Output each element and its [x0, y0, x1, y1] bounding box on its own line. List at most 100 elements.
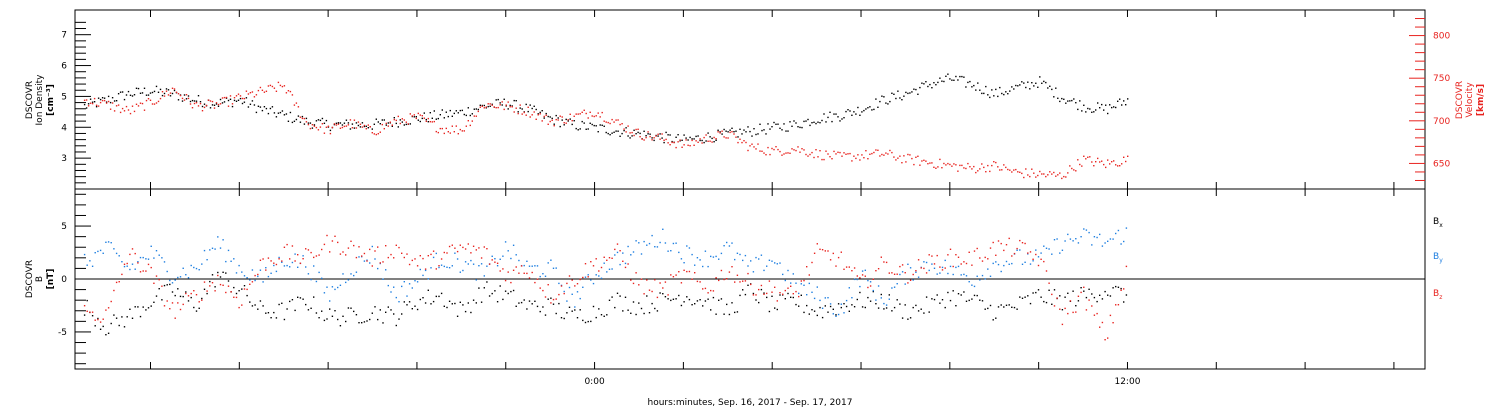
b-z-point — [371, 265, 373, 267]
velocity-point — [951, 165, 953, 167]
density-point — [441, 109, 443, 111]
b-x-point — [608, 299, 611, 301]
b-z-point — [550, 302, 552, 304]
velocity-point — [507, 101, 509, 103]
density-point — [913, 88, 915, 90]
velocity-point — [669, 144, 671, 146]
density-point — [95, 106, 98, 108]
density-point — [735, 130, 737, 132]
b-y-point — [206, 259, 208, 261]
b-x-point — [957, 293, 960, 295]
velocity-point — [1089, 156, 1091, 158]
b-x-point — [560, 317, 563, 319]
velocity-point — [901, 162, 903, 164]
b-x-point — [936, 294, 938, 296]
b-x-point — [1013, 306, 1016, 309]
density-point — [149, 92, 152, 94]
density-point — [583, 122, 585, 124]
b-z-point — [640, 278, 643, 280]
velocity-point — [441, 127, 443, 130]
density-point — [741, 133, 743, 135]
velocity-point — [411, 115, 413, 117]
b-x-point — [654, 307, 656, 310]
b-z-point — [555, 298, 557, 300]
b-x-point — [1117, 286, 1120, 288]
velocity-point — [319, 126, 322, 128]
velocity-point — [301, 117, 304, 120]
b-x-point — [342, 315, 344, 317]
density-point — [141, 92, 144, 94]
density-point — [93, 101, 96, 103]
density-point — [209, 107, 212, 109]
density-point — [191, 99, 194, 102]
b-y-point — [715, 255, 717, 258]
b-x-point — [630, 312, 632, 314]
b-z-point — [427, 255, 429, 257]
density-point — [1047, 87, 1049, 89]
velocity-point — [385, 122, 387, 125]
density-point — [251, 100, 254, 102]
b-x-point — [584, 321, 587, 324]
b-x-point — [699, 299, 701, 301]
velocity-point — [1119, 165, 1121, 167]
b-x-point — [145, 309, 147, 311]
velocity-point — [213, 107, 216, 109]
b-z-point — [432, 250, 435, 252]
b-x-point — [920, 308, 922, 310]
b-y-point — [1080, 236, 1082, 238]
velocity-point — [111, 102, 114, 104]
b-z-point — [941, 269, 944, 271]
b-z-point — [574, 285, 576, 287]
density-point — [385, 124, 387, 126]
density-point — [973, 84, 975, 87]
b-y-point — [643, 240, 645, 243]
b-z-point — [997, 240, 1000, 242]
velocity-point — [1033, 172, 1035, 174]
b-y-point — [1048, 248, 1050, 250]
b-x-point — [486, 281, 488, 283]
density-point — [589, 122, 591, 124]
velocity-point — [635, 128, 637, 131]
b-z-point — [939, 266, 941, 268]
velocity-point — [759, 150, 761, 152]
density-point — [1007, 93, 1009, 95]
b-x-point — [568, 306, 571, 308]
velocity-point — [999, 169, 1001, 171]
b-x-point — [979, 299, 981, 301]
b-z-point — [1091, 305, 1093, 307]
b-y-point — [97, 250, 99, 253]
b-y-point — [321, 277, 323, 279]
density-point — [639, 132, 641, 135]
b-y-point — [675, 242, 677, 244]
b-x-point — [595, 316, 597, 319]
velocity-point — [231, 103, 234, 105]
density-point — [1115, 106, 1117, 109]
density-point — [825, 121, 827, 123]
b-x-point — [185, 291, 187, 293]
velocity-point — [921, 160, 923, 162]
density-point — [273, 112, 276, 114]
b-x-point — [448, 300, 451, 302]
b-z-point — [750, 283, 752, 286]
density-point — [541, 110, 543, 112]
density-point — [109, 101, 112, 104]
b-y-point — [1024, 261, 1026, 263]
b-z-point — [131, 248, 134, 250]
b-z-point — [909, 279, 912, 281]
velocity-point — [865, 150, 867, 152]
b-x-point — [795, 303, 797, 306]
velocity-point — [291, 94, 294, 96]
bottom-left-ylabel-line2: B — [35, 276, 45, 282]
b-z-point — [656, 296, 659, 299]
density-point — [517, 111, 519, 113]
velocity-point — [959, 164, 961, 167]
b-x-point — [257, 308, 259, 310]
velocity-point — [1043, 173, 1045, 175]
density-point — [1061, 97, 1063, 100]
density-point — [509, 104, 511, 107]
b-y-point — [155, 250, 158, 252]
density-point — [163, 92, 166, 95]
velocity-point — [845, 153, 847, 155]
top-right-ytick-label: 800 — [1433, 32, 1450, 42]
velocity-point — [285, 92, 288, 94]
